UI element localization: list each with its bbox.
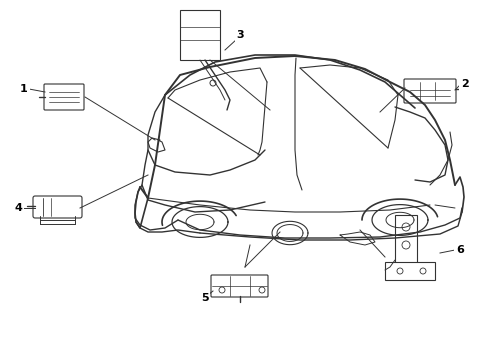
Text: 4: 4 <box>14 203 22 213</box>
Text: 6: 6 <box>455 245 463 255</box>
Bar <box>394 215 416 265</box>
Circle shape <box>209 80 216 86</box>
Circle shape <box>259 287 264 293</box>
Text: 1: 1 <box>20 84 28 94</box>
Text: 2: 2 <box>460 79 468 89</box>
Bar <box>384 262 434 280</box>
FancyBboxPatch shape <box>33 196 82 218</box>
Circle shape <box>396 268 402 274</box>
Circle shape <box>401 241 409 249</box>
Text: 5: 5 <box>201 293 208 303</box>
Circle shape <box>419 268 425 274</box>
FancyBboxPatch shape <box>210 275 267 297</box>
Circle shape <box>401 223 409 231</box>
Circle shape <box>219 287 224 293</box>
Text: 3: 3 <box>236 30 244 40</box>
FancyBboxPatch shape <box>44 84 84 110</box>
FancyBboxPatch shape <box>403 79 455 103</box>
Bar <box>180 10 220 60</box>
